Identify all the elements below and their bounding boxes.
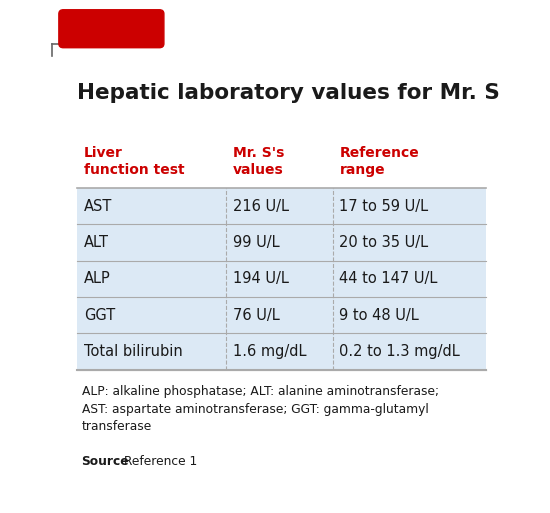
Text: 216 U/L: 216 U/L [233,199,289,213]
Text: GGT: GGT [84,308,115,323]
Text: ALP: alkaline phosphatase; ALT: alanine aminotransferase;
AST: aspartate aminotr: ALP: alkaline phosphatase; ALT: alanine … [81,385,438,433]
Text: 44 to 147 U/L: 44 to 147 U/L [339,271,438,286]
Bar [77,297,487,333]
Text: 99 U/L: 99 U/L [233,235,279,250]
Text: AST: AST [84,199,112,213]
Text: Reference
range: Reference range [339,146,419,177]
Text: Liver
function test: Liver function test [84,146,184,177]
Bar [77,224,487,261]
Text: ALT: ALT [84,235,109,250]
Text: Hepatic laboratory values for Mr. S: Hepatic laboratory values for Mr. S [77,83,500,103]
Text: 194 U/L: 194 U/L [233,271,289,286]
Text: 20 to 35 U/L: 20 to 35 U/L [339,235,428,250]
Text: Source: Source [81,455,129,467]
Text: 0.2 to 1.3 mg/dL: 0.2 to 1.3 mg/dL [339,344,460,359]
Text: 76 U/L: 76 U/L [233,308,279,323]
Text: ALP: ALP [84,271,111,286]
Text: Table 1: Table 1 [81,21,142,36]
Text: Mr. S's
values: Mr. S's values [233,146,284,177]
Text: 1.6 mg/dL: 1.6 mg/dL [233,344,306,359]
Bar [77,261,487,297]
Text: 17 to 59 U/L: 17 to 59 U/L [339,199,428,213]
Text: : Reference 1: : Reference 1 [117,455,198,467]
Bar [77,333,487,370]
Text: Total bilirubin: Total bilirubin [84,344,183,359]
Text: 9 to 48 U/L: 9 to 48 U/L [339,308,419,323]
Bar [77,188,487,224]
